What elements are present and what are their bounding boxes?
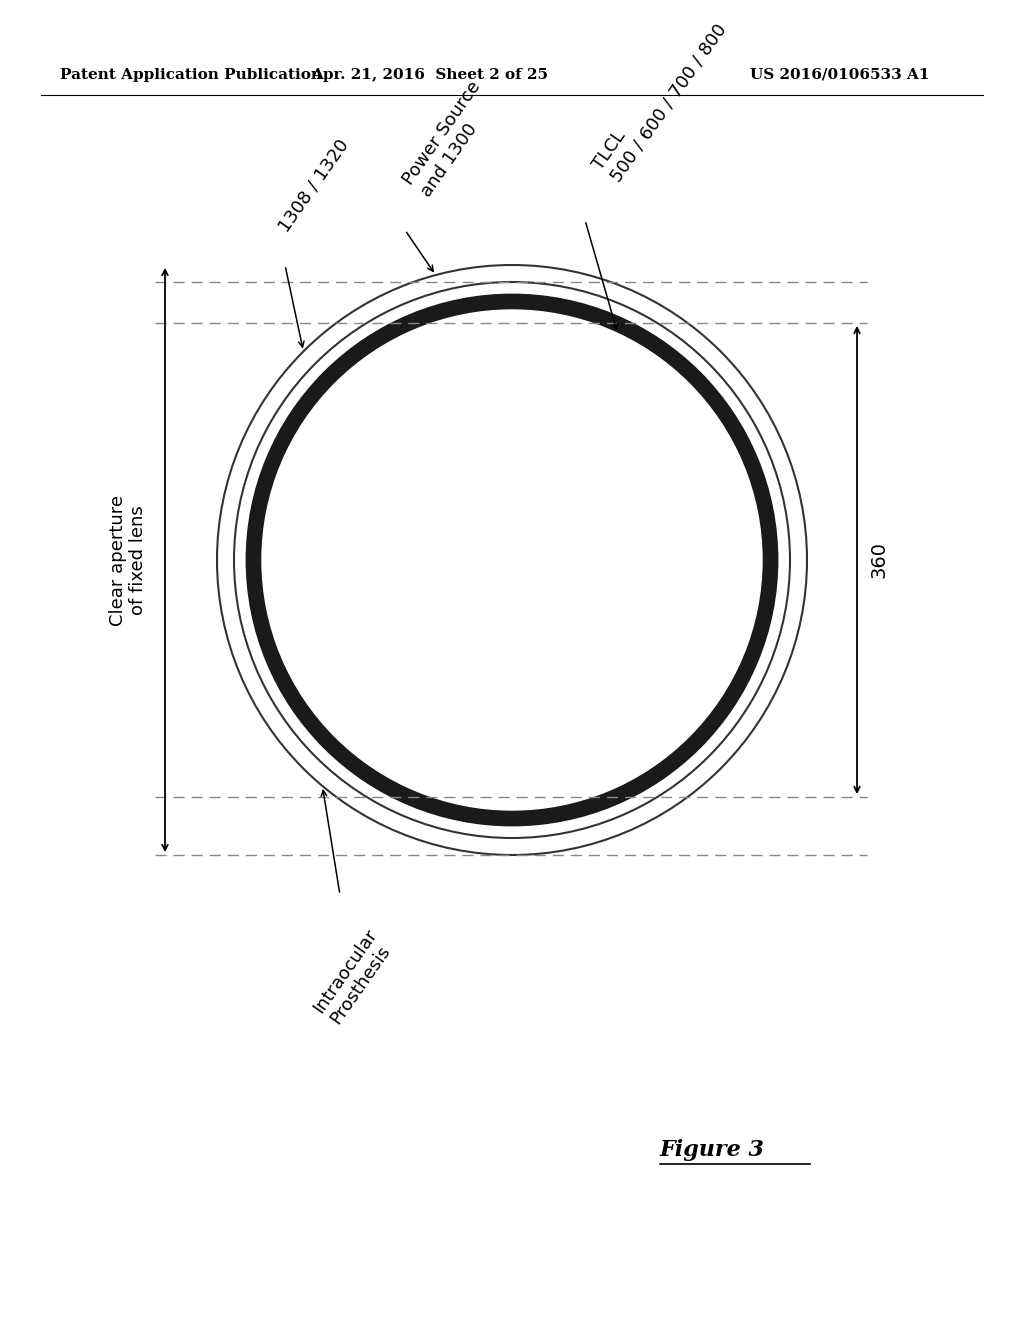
- Circle shape: [262, 310, 762, 810]
- Text: TLCL
500 / 600 / 700 / 800: TLCL 500 / 600 / 700 / 800: [590, 8, 730, 185]
- Text: US 2016/0106533 A1: US 2016/0106533 A1: [750, 69, 930, 82]
- Text: Power Source
and 1300: Power Source and 1300: [400, 78, 502, 201]
- Circle shape: [217, 265, 807, 855]
- Text: 360: 360: [869, 541, 889, 578]
- Text: Patent Application Publication: Patent Application Publication: [60, 69, 322, 82]
- Text: Figure 3: Figure 3: [660, 1139, 765, 1162]
- Text: Apr. 21, 2016  Sheet 2 of 25: Apr. 21, 2016 Sheet 2 of 25: [311, 69, 549, 82]
- Text: Clear aperture
of fixed lens: Clear aperture of fixed lens: [109, 495, 147, 626]
- Text: Intraocular
Prosthesis: Intraocular Prosthesis: [310, 925, 398, 1028]
- Text: 1308 / 1320: 1308 / 1320: [275, 136, 352, 235]
